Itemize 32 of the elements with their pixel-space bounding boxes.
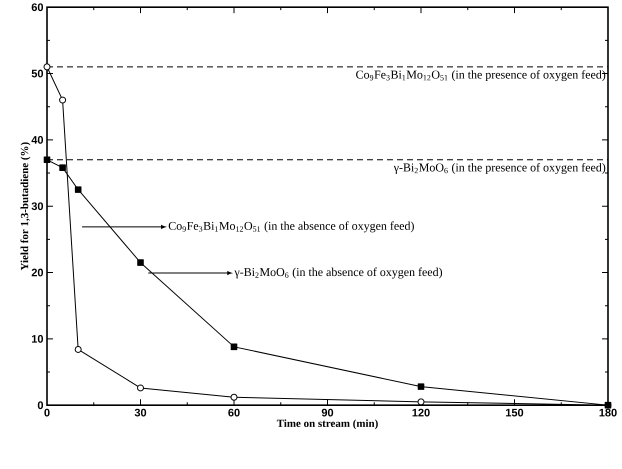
x-tick-label: 150 [506,408,524,416]
y-tick-label: 0 [38,401,44,409]
x-tick-label: 90 [322,408,334,416]
text: Co$_{9}$Fe$_{3}$Bi$_{1}$Mo$_{12}$O$_{51}$ (in the absence of oxygen feed) [168,221,414,232]
point [59,164,66,171]
annotation: γ-Bi$_{2}$MoO$_{6}$ (in the absence of oxygen feed) [234,267,442,278]
y-axis-title: Yield for 1,3-butadiene (%) [20,142,30,270]
text: Co$_{9}$Fe$_{3}$Bi$_{1}$Mo$_{12}$O$_{51}$ (in the presence of oxygen feed) [356,70,606,81]
y-tick-label: 20 [32,268,44,276]
y-tick-label: 50 [32,70,44,78]
point [137,259,144,266]
y-tick-label: 60 [32,3,44,11]
point [59,96,66,104]
point [74,186,82,193]
y-tick-label: 40 [31,136,44,144]
point [44,63,50,70]
point [418,383,424,390]
x-tick-label: 120 [412,408,430,416]
x-tick-label: 0 [44,408,50,416]
point [137,384,144,392]
point [230,394,238,401]
x-tick-label: 60 [228,408,240,416]
ref-line-label: γ-Bi$_{2}$MoO$_{6}$ (in the presence of oxygen feed) [394,162,606,174]
x-axis-title: Time on stream (min) [276,419,378,430]
point [230,343,238,350]
point [74,346,82,353]
x-tick-label: 30 [134,408,146,416]
x-tick-label: 180 [600,408,617,416]
y-tick-label: 10 [32,334,44,343]
y-tick-label: 30 [32,202,44,210]
point [44,156,50,163]
point [418,398,424,406]
